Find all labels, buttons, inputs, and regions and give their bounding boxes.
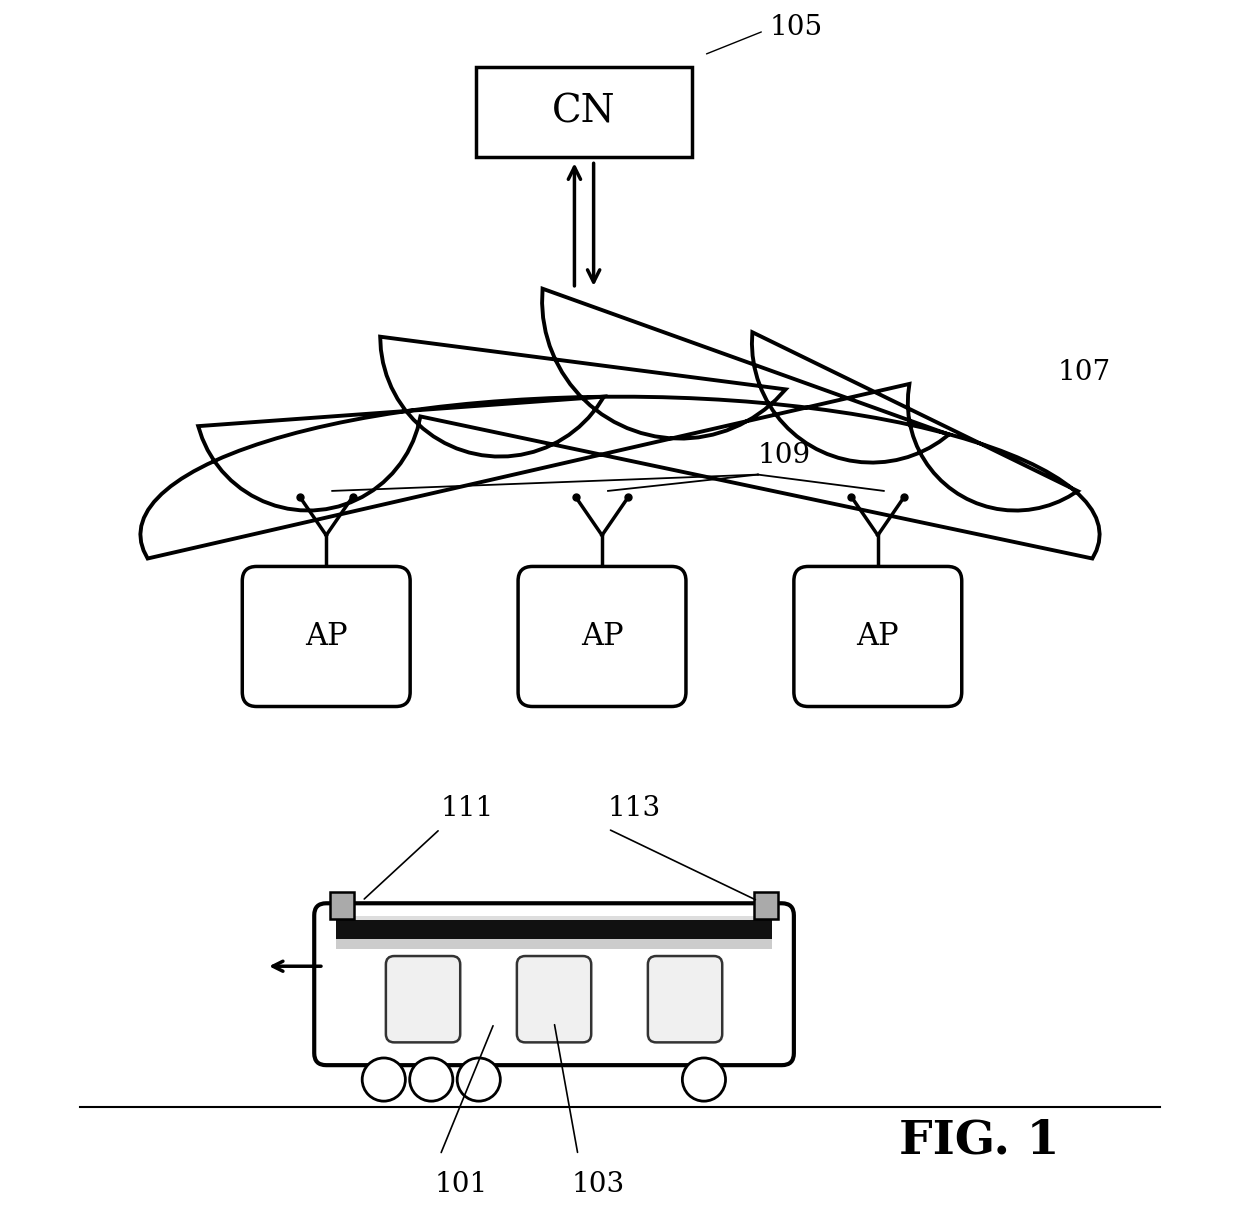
Text: AP: AP — [305, 621, 347, 651]
Text: AP: AP — [857, 621, 899, 651]
Text: CN: CN — [552, 93, 616, 130]
Text: 107: 107 — [1058, 359, 1111, 386]
Bar — [336, 939, 773, 949]
Bar — [336, 917, 773, 921]
Text: FIG. 1: FIG. 1 — [899, 1117, 1060, 1163]
FancyBboxPatch shape — [794, 566, 962, 706]
Bar — [476, 67, 692, 156]
Text: AP: AP — [580, 621, 624, 651]
Circle shape — [458, 1058, 500, 1101]
Text: 111: 111 — [440, 795, 494, 821]
Text: 105: 105 — [770, 13, 823, 41]
FancyBboxPatch shape — [314, 904, 794, 1065]
FancyBboxPatch shape — [517, 956, 591, 1042]
FancyBboxPatch shape — [330, 893, 353, 919]
FancyBboxPatch shape — [518, 566, 686, 706]
Polygon shape — [140, 289, 1100, 558]
Text: 113: 113 — [608, 795, 661, 821]
Text: 109: 109 — [758, 442, 811, 468]
Text: 103: 103 — [572, 1171, 625, 1197]
FancyBboxPatch shape — [754, 893, 779, 919]
Bar — [336, 921, 773, 939]
FancyBboxPatch shape — [242, 566, 410, 706]
Text: 101: 101 — [434, 1171, 487, 1197]
FancyBboxPatch shape — [647, 956, 722, 1042]
Circle shape — [682, 1058, 725, 1101]
FancyBboxPatch shape — [386, 956, 460, 1042]
Circle shape — [409, 1058, 453, 1101]
Circle shape — [362, 1058, 405, 1101]
